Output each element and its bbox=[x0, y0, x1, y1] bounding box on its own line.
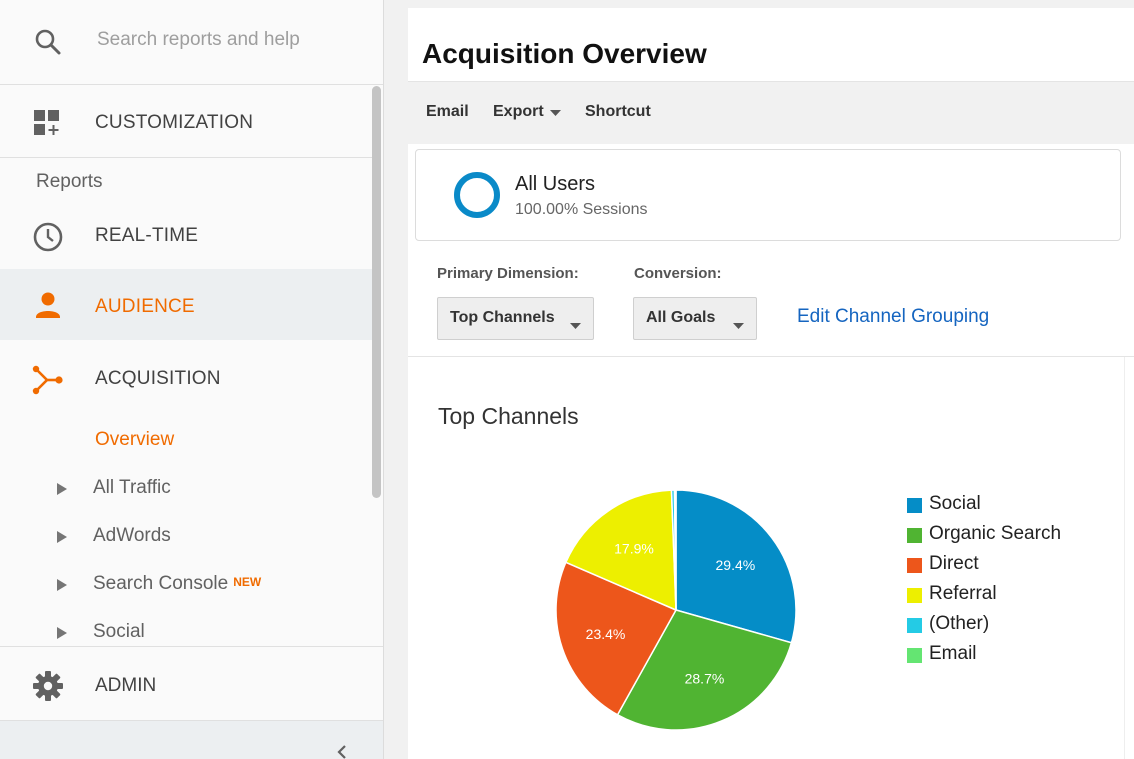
search-input[interactable]: Search reports and help bbox=[97, 29, 300, 50]
primary-dimension-value: Top Channels bbox=[450, 309, 555, 326]
chart-title: Top Channels bbox=[438, 403, 579, 429]
pie-value-label: 28.7% bbox=[685, 671, 725, 687]
nav-sub-label: Social bbox=[93, 621, 145, 642]
primary-dimension-label: Primary Dimension: bbox=[437, 265, 579, 282]
nav-sub-adwords[interactable]: AdWords bbox=[0, 516, 372, 556]
nav-admin[interactable]: ADMIN bbox=[0, 646, 383, 721]
pie-value-label: 29.4% bbox=[716, 557, 756, 573]
legend-swatch bbox=[907, 528, 922, 543]
legend-swatch bbox=[907, 558, 922, 573]
nav-realtime[interactable]: REAL-TIME bbox=[0, 205, 372, 265]
pie-slice-referral[interactable] bbox=[564, 489, 677, 612]
conversion-label: Conversion: bbox=[634, 265, 722, 282]
expand-arrow-icon[interactable] bbox=[57, 578, 67, 596]
pie-slice-organic-search[interactable] bbox=[616, 609, 793, 731]
pie-chart: 29.4% 28.7% 23.4% 17.9% bbox=[555, 489, 797, 731]
nav-acquisition[interactable]: ACQUISITION bbox=[0, 350, 372, 410]
caret-down-icon bbox=[733, 316, 744, 334]
gear-icon bbox=[32, 670, 64, 707]
shortcut-button[interactable]: Shortcut bbox=[585, 103, 651, 120]
segment-ring-icon bbox=[452, 170, 502, 225]
legend-label: Direct bbox=[929, 553, 979, 574]
primary-dimension-select[interactable]: Top Channels bbox=[437, 297, 594, 340]
new-badge: NEW bbox=[233, 575, 262, 589]
main-content: Acquisition Overview Email Export Shortc… bbox=[408, 8, 1134, 759]
export-button[interactable]: Export bbox=[493, 103, 561, 121]
legend-swatch bbox=[907, 618, 922, 633]
nav-sub-label-text: Search Console bbox=[93, 573, 229, 594]
page-title: Acquisition Overview bbox=[422, 38, 707, 69]
panel-divider bbox=[1124, 357, 1125, 759]
legend-label: Referral bbox=[929, 583, 997, 604]
nav-audience-label: AUDIENCE bbox=[95, 296, 195, 317]
segment-name: All Users bbox=[515, 173, 596, 195]
reports-heading: Reports bbox=[36, 171, 103, 192]
search-bar[interactable]: Search reports and help bbox=[0, 0, 383, 85]
sidebar: Search reports and help CUSTOMIZATION Re… bbox=[0, 0, 384, 759]
nav-sub-label: AdWords bbox=[93, 525, 171, 546]
nav-customization[interactable]: CUSTOMIZATION bbox=[0, 85, 372, 158]
section-divider bbox=[408, 356, 1134, 357]
nav-sub-all-traffic[interactable]: All Traffic bbox=[0, 468, 372, 508]
expand-arrow-icon[interactable] bbox=[57, 626, 67, 644]
acquisition-icon bbox=[32, 365, 66, 400]
nav-customization-label: CUSTOMIZATION bbox=[95, 112, 254, 133]
legend-label: Social bbox=[929, 493, 981, 514]
caret-down-icon bbox=[570, 316, 581, 334]
pie-slice-social[interactable] bbox=[675, 489, 797, 644]
nav-realtime-label: REAL-TIME bbox=[95, 225, 199, 246]
conversion-value: All Goals bbox=[646, 309, 716, 326]
legend-label: (Other) bbox=[929, 613, 990, 634]
chevron-left-icon[interactable] bbox=[335, 745, 349, 759]
email-button[interactable]: Email bbox=[426, 103, 469, 120]
expand-arrow-icon[interactable] bbox=[57, 482, 67, 500]
nav-sub-label: Overview bbox=[95, 429, 175, 450]
edit-channel-grouping-link[interactable]: Edit Channel Grouping bbox=[797, 306, 990, 327]
legend-swatch bbox=[907, 588, 922, 603]
collapse-sidebar-bar[interactable] bbox=[0, 720, 383, 759]
export-button-label: Export bbox=[493, 103, 544, 121]
nav-sub-overview[interactable]: Overview bbox=[0, 420, 372, 460]
nav-sub-label: Search Console NEW bbox=[93, 573, 261, 595]
report-toolbar: Email Export Shortcut bbox=[408, 81, 1134, 144]
clock-icon bbox=[32, 221, 64, 258]
person-icon bbox=[32, 291, 64, 326]
legend-swatch bbox=[907, 498, 922, 513]
legend-label: Organic Search bbox=[929, 523, 1062, 544]
nav-sub-label: All Traffic bbox=[93, 477, 171, 498]
nav-admin-label: ADMIN bbox=[95, 675, 157, 696]
pie-slice-email[interactable] bbox=[673, 489, 677, 611]
segment-card[interactable]: All Users 100.00% Sessions bbox=[415, 149, 1121, 241]
conversion-select[interactable]: All Goals bbox=[633, 297, 757, 340]
pie-slice-direct[interactable] bbox=[555, 561, 678, 716]
legend-label: Email bbox=[929, 643, 977, 664]
nav-sub-social[interactable]: Social bbox=[0, 612, 372, 652]
nav-sub-search-console[interactable]: Search Console NEW bbox=[0, 564, 372, 604]
expand-arrow-icon[interactable] bbox=[57, 530, 67, 548]
search-icon[interactable] bbox=[34, 28, 62, 61]
pie-value-label: 17.9% bbox=[614, 541, 654, 557]
legend-swatch bbox=[907, 648, 922, 663]
customization-icon bbox=[32, 108, 62, 143]
caret-down-icon bbox=[549, 103, 561, 121]
pie-value-label: 23.4% bbox=[586, 626, 626, 642]
nav-acquisition-label: ACQUISITION bbox=[95, 368, 221, 389]
nav-audience[interactable]: AUDIENCE bbox=[0, 269, 372, 340]
sidebar-scrollbar[interactable] bbox=[372, 86, 381, 498]
segment-detail: 100.00% Sessions bbox=[515, 201, 648, 218]
